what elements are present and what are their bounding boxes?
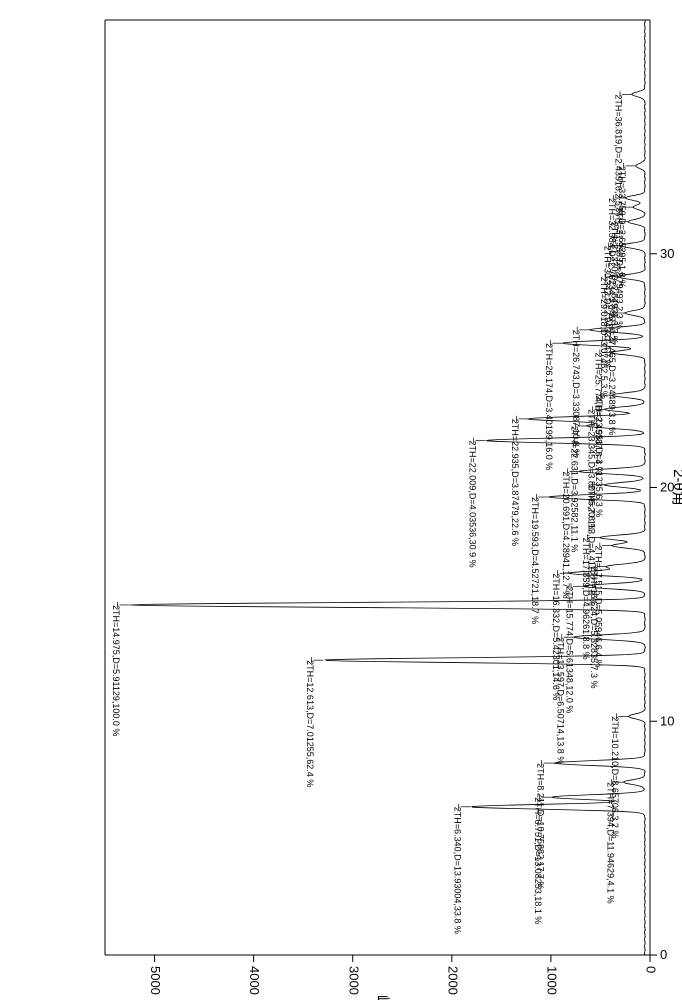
intensity-tick-label: 5000 bbox=[148, 966, 163, 995]
twotheta-tick-label: 10 bbox=[660, 713, 674, 728]
intensity-tick-label: 2000 bbox=[445, 966, 460, 995]
peak-label: 2TH=26.743,D=3.33087,10.8 % bbox=[571, 330, 581, 457]
intensity-tick-label: 0 bbox=[644, 966, 659, 973]
intensity-tick-label: 4000 bbox=[247, 966, 262, 995]
peak-label: 2TH=12.613,D=7.01255,62.4 % bbox=[305, 660, 315, 787]
peak-label: 2TH=22.009,D=4.03536,30.9 % bbox=[467, 441, 477, 568]
twotheta-tick-label: 30 bbox=[660, 246, 674, 261]
peak-label: 2TH=36.819,D=2.43916,2.5 % bbox=[614, 94, 624, 216]
peak-label: 2TH=14.975,D=5.91129,100.0 % bbox=[111, 605, 121, 736]
peak-label: 2TH=15.774,D=5.61348,12.0 % bbox=[565, 586, 575, 713]
peak-label: 2TH=26.174,D=3.40199,16.0 % bbox=[544, 343, 554, 470]
intensity-tick-label: 3000 bbox=[346, 966, 361, 995]
intensity-axis-title: 峰值 bbox=[374, 995, 391, 1000]
intensity-tick-label: 1000 bbox=[544, 966, 559, 995]
peak-label: 2TH=22.935,D=3.87479,22.6 % bbox=[510, 419, 520, 546]
peak-label: 2TH=8.211,D=10.75882,17.7 % bbox=[535, 763, 545, 889]
xrd-chart: 010002000300040005000峰值01020302-θ角2TH=6.… bbox=[0, 0, 682, 1000]
chart-svg: 010002000300040005000峰值01020302-θ角2TH=6.… bbox=[0, 0, 682, 1000]
twotheta-axis-title: 2-θ角 bbox=[670, 469, 682, 506]
peak-label: 2TH=19.593,D=4.52721,18.7 % bbox=[530, 497, 540, 624]
peak-label: 2TH=6.340,D=13.93004,33.8 % bbox=[452, 807, 462, 934]
peak-label: 2TH=16.332,D=5.42301,14.6 % bbox=[551, 573, 561, 700]
peak-label: 2TH=10.210,D=8.65706,3.2 % bbox=[610, 716, 620, 838]
twotheta-tick-label: 0 bbox=[660, 947, 667, 962]
